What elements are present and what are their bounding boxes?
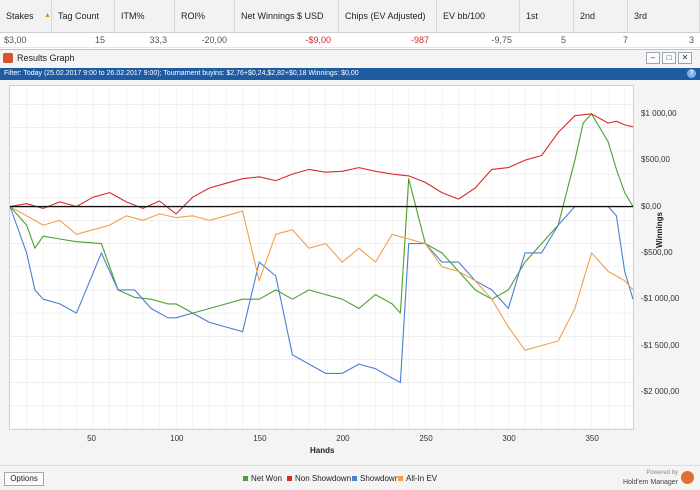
col-tag-count[interactable]: Tag Count bbox=[52, 0, 115, 32]
x-tick-label: 150 bbox=[253, 434, 267, 443]
legend-swatch bbox=[287, 476, 292, 482]
x-tick-label: 200 bbox=[336, 434, 350, 443]
y-axis-label: Winnings bbox=[655, 212, 664, 248]
cell-3rd: 3 bbox=[688, 35, 694, 45]
y-tick-label: $1 000,00 bbox=[641, 108, 677, 118]
series-line-all-in-ev bbox=[9, 206, 634, 351]
y-tick-label: -$500,00 bbox=[641, 247, 673, 257]
close-button[interactable]: ✕ bbox=[678, 52, 692, 64]
series-line-showdown bbox=[9, 205, 634, 384]
brand: Powered by Hold'em Manager bbox=[623, 468, 678, 487]
y-tick-label: -$1 000,00 bbox=[641, 294, 680, 304]
y-tick-label: $0,00 bbox=[641, 201, 662, 211]
legend-net-won[interactable]: Net Won bbox=[243, 474, 282, 483]
x-axis-label: Hands bbox=[310, 446, 335, 455]
legend-label: Non Showdown bbox=[295, 474, 352, 483]
legend-all-in-ev[interactable]: All-In EV bbox=[398, 474, 437, 483]
series-line-non-showdown bbox=[9, 113, 634, 215]
cell-ev-bb100: -9,75 bbox=[491, 35, 512, 45]
col-1st[interactable]: 1st bbox=[520, 0, 574, 32]
col-label: Stakes bbox=[6, 11, 34, 21]
y-tick-label: $500,00 bbox=[641, 155, 670, 165]
legend-showdown[interactable]: Showdown bbox=[352, 474, 399, 483]
legend-swatch bbox=[243, 476, 248, 482]
app-icon bbox=[3, 53, 13, 63]
x-tick-label: 250 bbox=[419, 434, 433, 443]
col-roi[interactable]: ROI% bbox=[175, 0, 235, 32]
cell-roi: -20,00 bbox=[201, 35, 227, 45]
cell-chips-ev: -987 bbox=[410, 35, 429, 45]
help-icon[interactable]: ? bbox=[687, 69, 696, 78]
col-chips-ev[interactable]: Chips (EV Adjusted) bbox=[339, 0, 437, 32]
col-ev-bb100[interactable]: EV bb/100 bbox=[437, 0, 520, 32]
cell-net-winnings: -$9,00 bbox=[305, 35, 331, 45]
legend-non-showdown[interactable]: Non Showdown bbox=[287, 474, 351, 483]
table-row[interactable]: $3,00 15 33,3 -20,00 -$9,00 -987 -9,75 5… bbox=[0, 33, 700, 48]
legend-swatch bbox=[398, 476, 403, 482]
sort-arrow-icon[interactable]: ▲ bbox=[44, 12, 51, 19]
x-tick-label: 100 bbox=[170, 434, 184, 443]
cell-2nd: 7 bbox=[622, 35, 628, 45]
series-line-net-won bbox=[9, 113, 634, 314]
brand-logo-icon bbox=[681, 471, 694, 484]
legend-label: Showdown bbox=[360, 474, 400, 483]
minimize-button[interactable]: – bbox=[646, 52, 660, 64]
legend-swatch bbox=[352, 476, 357, 482]
window-title: Results Graph bbox=[17, 53, 75, 63]
x-tick-label: 350 bbox=[585, 434, 599, 443]
col-stakes[interactable]: Stakes ▲ bbox=[0, 0, 52, 32]
legend-label: Net Won bbox=[251, 474, 282, 483]
col-2nd[interactable]: 2nd bbox=[574, 0, 628, 32]
options-label: Options bbox=[10, 474, 38, 483]
bottom-bar: Options Net Won Non Showdown Showdown Al… bbox=[0, 465, 700, 490]
cell-stakes: $3,00 bbox=[4, 35, 27, 45]
brand-name: Hold'em Manager bbox=[622, 479, 678, 486]
legend-label: All-In EV bbox=[406, 474, 438, 483]
y-tick-label: -$1 500,00 bbox=[641, 340, 680, 350]
maximize-button[interactable]: □ bbox=[662, 52, 676, 64]
cell-tag-count: 15 bbox=[94, 35, 105, 45]
brand-powered: Powered by bbox=[646, 470, 678, 476]
filter-text: Filter: Today (25.02.2017 9:00 to 26.02.… bbox=[4, 70, 359, 77]
col-itm[interactable]: ITM% bbox=[115, 0, 175, 32]
window-titlebar[interactable]: Results Graph – □ ✕ bbox=[0, 50, 700, 67]
options-button[interactable]: Options bbox=[4, 472, 44, 486]
x-tick-label: 50 bbox=[87, 434, 96, 443]
table-header: Stakes ▲ Tag Count ITM% ROI% Net Winnings… bbox=[0, 0, 700, 33]
col-net-winnings[interactable]: Net Winnings $ USD bbox=[235, 0, 339, 32]
cell-1st: 5 bbox=[560, 35, 566, 45]
cell-itm: 33,3 bbox=[149, 35, 167, 45]
x-tick-label: 300 bbox=[502, 434, 516, 443]
filter-bar[interactable]: Filter: Today (25.02.2017 9:00 to 26.02.… bbox=[0, 68, 700, 80]
y-tick-label: -$2 000,00 bbox=[641, 386, 680, 396]
